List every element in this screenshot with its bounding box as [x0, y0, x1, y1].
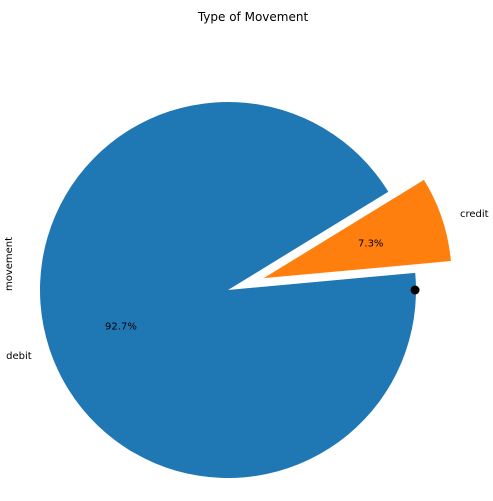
pie-slice-credit — [263, 179, 451, 279]
chart-title: Type of Movement — [197, 10, 309, 24]
edge-marker — [410, 285, 420, 295]
slice-percent-credit: 7.3% — [358, 239, 383, 250]
slice-label-credit: credit — [460, 209, 489, 220]
slice-label-debit: debit — [6, 351, 32, 362]
pie-slices — [40, 102, 451, 478]
pie-slice-debit — [40, 102, 417, 478]
y-axis-label: movement — [4, 237, 15, 291]
slice-percent-debit: 92.7% — [105, 322, 137, 333]
pie-labels: debit 92.7% credit 7.3% — [6, 209, 488, 362]
